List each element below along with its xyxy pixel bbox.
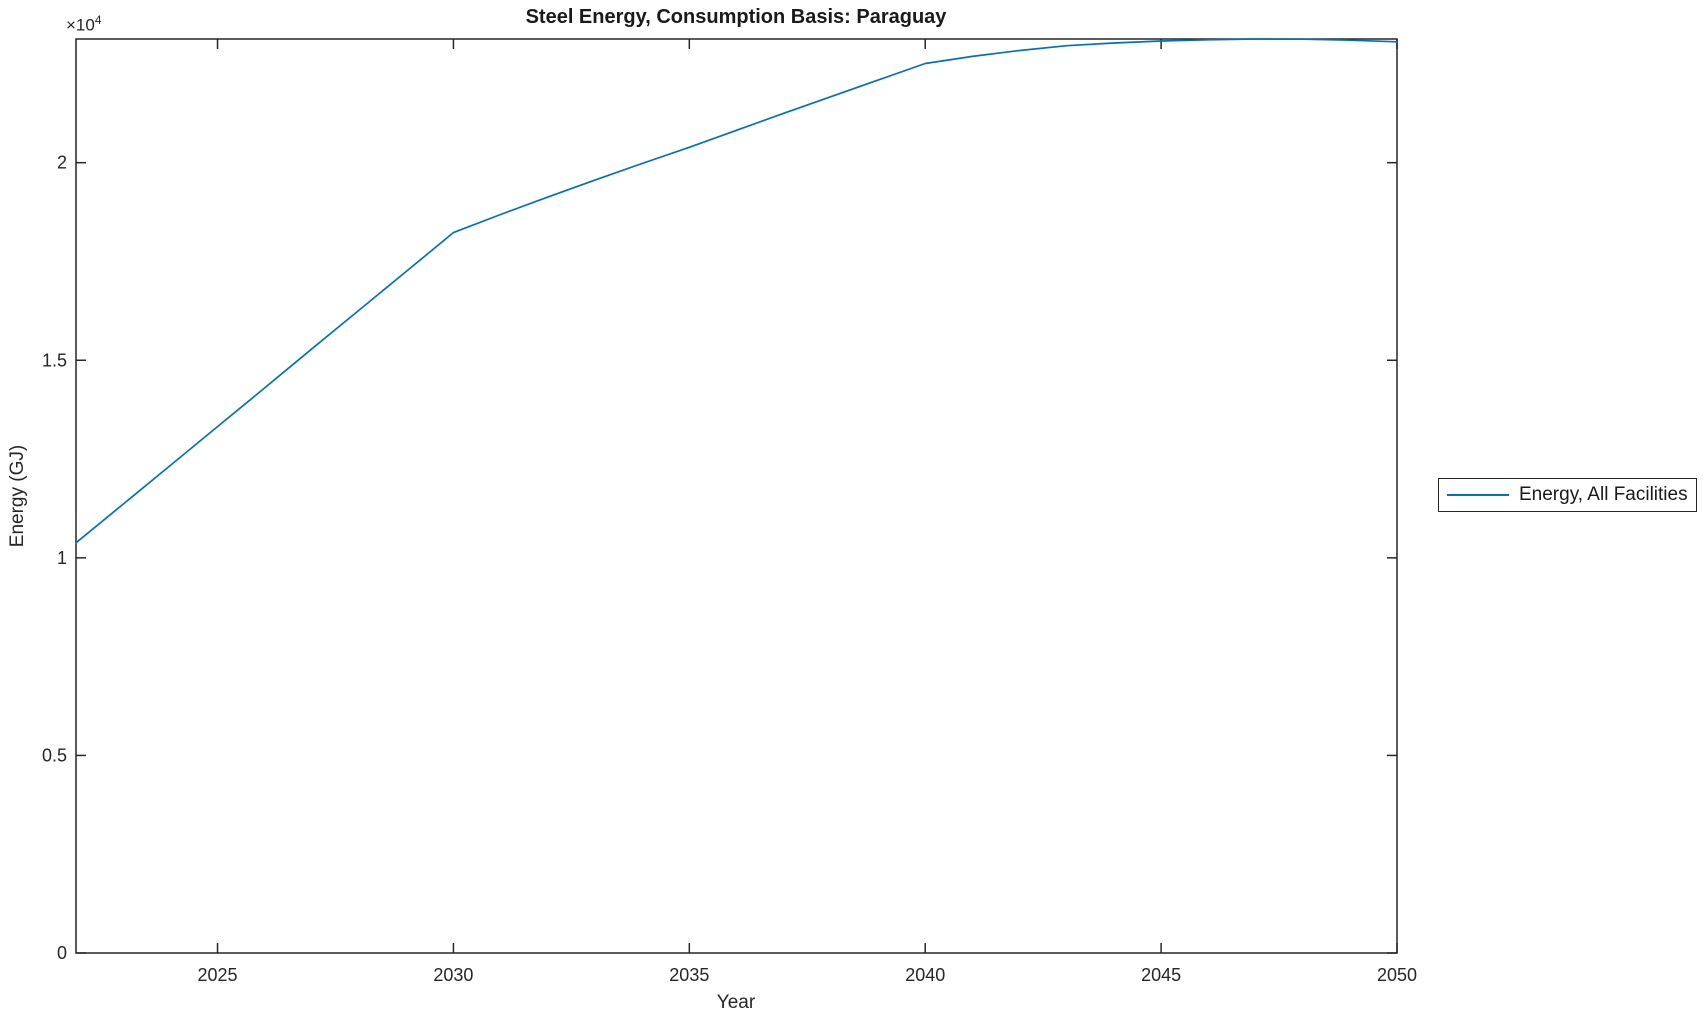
legend-line-sample <box>1447 494 1509 496</box>
x-axis-label: Year <box>716 992 756 1013</box>
legend-box: Energy, All Facilities <box>1438 478 1697 512</box>
x-tick-label: 2030 <box>433 965 473 985</box>
y-axis-multiplier-base: ×10 <box>66 15 95 35</box>
x-tick-label: 2025 <box>198 965 238 985</box>
y-tick-label: 0 <box>57 943 67 963</box>
legend-label: Energy, All Facilities <box>1519 484 1688 505</box>
data-series-line <box>75 38 1398 544</box>
y-axis-multiplier-exponent: 4 <box>94 13 102 27</box>
y-tick-label: 1.5 <box>42 350 67 370</box>
x-tick-label: 2045 <box>1141 965 1181 985</box>
y-tick-label: 2 <box>57 153 67 173</box>
y-tick-label: 0.5 <box>42 745 67 765</box>
y-axis-multiplier: ×104 <box>66 13 102 36</box>
y-tick-label: 1 <box>57 548 67 568</box>
x-tick-label: 2050 <box>1377 965 1417 985</box>
x-tick-label: 2040 <box>905 965 945 985</box>
x-tick-label: 2035 <box>669 965 709 985</box>
plot-border <box>75 38 1398 954</box>
chart-title: Steel Energy, Consumption Basis: Paragua… <box>525 6 947 28</box>
y-axis-label: Energy (GJ) <box>7 444 28 548</box>
